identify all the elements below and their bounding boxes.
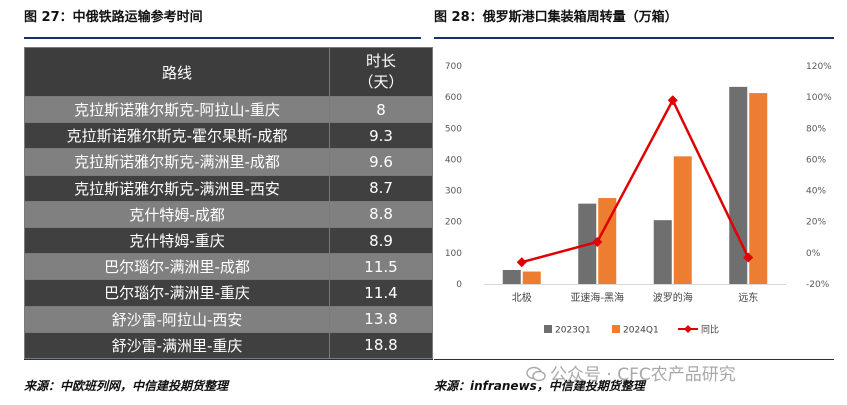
route-cell: 克拉斯诺雅尔斯克-霍尔果斯-成都: [24, 122, 330, 150]
y-right-tick-label: 80%: [806, 124, 826, 134]
y-right-tick-label: 40%: [806, 187, 826, 197]
right-figure-title: 图 28：俄罗斯港口集装箱周转量（万箱）: [434, 10, 678, 25]
route-cell: 克什特姆-成都: [24, 200, 330, 228]
watermark-text: 公众号 · CFC农产品研究: [550, 365, 736, 385]
y-right-tick-label: 120%: [806, 62, 832, 72]
table-row: 克拉斯诺雅尔斯克-满洲里-西安 8.7: [24, 174, 433, 202]
x-tick-label: 远东: [738, 291, 758, 304]
duration-cell: 8: [329, 95, 433, 124]
route-cell: 克拉斯诺雅尔斯克-满洲里-成都: [24, 148, 330, 176]
duration-cell: 18.8: [329, 331, 433, 359]
x-tick-label: 亚速海-黑海: [570, 291, 624, 304]
bar-2024Q1: [673, 156, 692, 284]
table-row: 克拉斯诺雅尔斯克-满洲里-成都 9.6: [24, 148, 433, 176]
left-title-rule: [24, 37, 421, 39]
route-cell: 克拉斯诺雅尔斯克-阿拉山-重庆: [24, 95, 330, 124]
table-row: 克拉斯诺雅尔斯克-霍尔果斯-成都 9.3: [24, 122, 433, 150]
duration-cell: 9.3: [329, 122, 433, 150]
table-row: 巴尔瑙尔-满洲里-重庆 11.4: [24, 279, 433, 307]
y-right-tick-label: 20%: [806, 218, 826, 228]
table-row: 克什特姆-重庆 8.9: [24, 226, 433, 255]
table-row: 克什特姆-成都 8.8: [24, 200, 433, 228]
line-point-同比: [743, 252, 754, 263]
wechat-icon: [526, 366, 546, 382]
column-header-route: 路线: [24, 47, 330, 97]
line-point-同比: [667, 95, 678, 106]
x-tick-label: 北极: [512, 291, 532, 304]
y-right-tick-label: 0%: [806, 249, 821, 259]
route-time-table: 路线 时长 （天） 克拉斯诺雅尔斯克-阿拉山-重庆 8 克拉斯诺雅尔斯克-霍尔果斯-成…: [24, 47, 433, 359]
bar-2023Q1: [502, 269, 521, 284]
bar-2024Q1: [598, 198, 617, 284]
right-bottom-rule: [434, 359, 834, 360]
route-cell: 克拉斯诺雅尔斯克-满洲里-西安: [24, 174, 330, 202]
port-container-chart: 0 100 200 300 400 500 600 700 -20% 0% 20% 40% 60% 80%…: [445, 62, 832, 336]
table-row: 巴尔瑙尔-满洲里-成都 11.5: [24, 253, 433, 281]
duration-cell: 13.8: [329, 305, 433, 333]
y-left-tick-label: 0: [456, 280, 462, 290]
legend-marker-同比: [684, 325, 692, 333]
y-right-tick-label: 60%: [806, 155, 826, 165]
duration-cell: 8.8: [329, 200, 433, 228]
legend-swatch-2024Q1: [612, 325, 620, 333]
bar-2024Q1: [522, 271, 541, 284]
duration-cell: 9.6: [329, 148, 433, 176]
line-同比: [521, 97, 750, 264]
y-left-tick-label: 700: [445, 62, 462, 72]
legend-label-2024Q1: 2024Q1: [623, 326, 659, 336]
legend-label-同比: 同比: [701, 324, 719, 336]
duration-cell: 11.5: [329, 253, 433, 281]
duration-cell: 11.4: [329, 279, 433, 307]
right-source-note: 来源：infranews，中信建投期货整理: [434, 379, 645, 393]
x-tick-label: 波罗的海: [653, 291, 693, 304]
bar-2023Q1: [653, 220, 672, 284]
route-cell: 舒沙雷-阿拉山-西安: [24, 305, 330, 333]
left-figure-title: 图 27：中俄铁路运输参考时间: [24, 10, 203, 25]
route-cell: 巴尔瑙尔-满洲里-成都: [24, 253, 330, 281]
left-bottom-rule: [24, 359, 433, 360]
right-title-rule: [434, 37, 834, 39]
line-point-同比: [516, 257, 527, 268]
y-right-tick-label: -20%: [806, 280, 830, 290]
legend-label-2023Q1: 2023Q1: [555, 326, 591, 336]
watermark: 公众号 · CFC农产品研究: [526, 360, 736, 385]
y-left-tick-label: 600: [445, 93, 462, 103]
legend-swatch-2023Q1: [544, 325, 552, 333]
table-row: 舒沙雷-满洲里-重庆 18.8: [24, 331, 433, 359]
table-row: 克拉斯诺雅尔斯克-阿拉山-重庆 8: [24, 95, 433, 124]
table-header-row: 路线 时长 （天）: [24, 47, 433, 97]
duration-cell: 8.9: [329, 226, 433, 255]
y-left-tick-label: 200: [445, 218, 462, 228]
y-right-tick-label: 100%: [806, 93, 832, 103]
route-cell: 克什特姆-重庆: [24, 226, 330, 255]
column-header-duration-line: （天）: [358, 73, 404, 91]
left-source-note: 来源：中欧班列网，中信建投期货整理: [24, 379, 229, 393]
y-left-tick-label: 400: [445, 155, 462, 165]
bar-2024Q1: [749, 93, 768, 284]
route-cell: 巴尔瑙尔-满洲里-重庆: [24, 279, 330, 307]
duration-cell: 8.7: [329, 174, 433, 202]
bar-2023Q1: [729, 86, 748, 284]
y-left-tick-label: 300: [445, 187, 462, 197]
column-header-duration-line: 时长: [365, 52, 396, 70]
line-point-同比: [592, 236, 603, 247]
y-left-tick-label: 500: [445, 124, 462, 134]
column-header-duration: 时长 （天）: [329, 47, 433, 97]
route-cell: 舒沙雷-满洲里-重庆: [24, 331, 330, 359]
table-row: 舒沙雷-阿拉山-西安 13.8: [24, 305, 433, 333]
y-left-tick-label: 100: [445, 249, 462, 259]
